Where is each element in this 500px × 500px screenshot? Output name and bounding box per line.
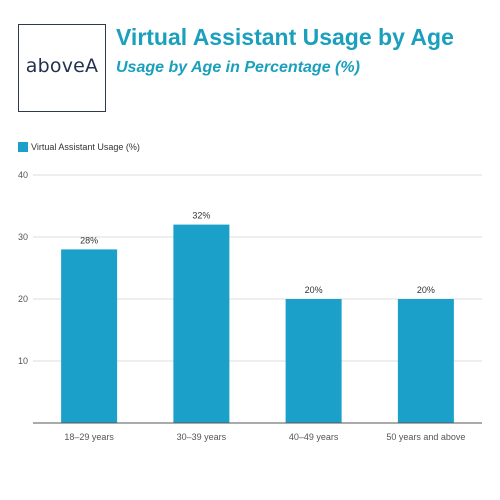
bar <box>397 299 454 423</box>
legend-label: Virtual Assistant Usage (%) <box>31 142 140 152</box>
y-tick-label: 20 <box>18 294 28 304</box>
bar-data-label: 20% <box>305 285 323 295</box>
bar <box>173 224 230 423</box>
logo-text: aboveA <box>25 55 99 77</box>
bar <box>285 299 342 423</box>
x-tick-label: 40–49 years <box>289 432 339 442</box>
chart-legend: Virtual Assistant Usage (%) <box>18 142 140 152</box>
legend-swatch <box>18 142 28 152</box>
chart-subtitle: Usage by Age in Percentage (%) <box>116 59 360 76</box>
x-tick-label: 18–29 years <box>64 432 114 442</box>
x-tick-label: 50 years and above <box>386 432 465 442</box>
brand-logo: aboveA <box>18 24 106 112</box>
chart-title: Virtual Assistant Usage by Age <box>116 24 454 50</box>
bar <box>61 249 118 423</box>
bar-data-label: 32% <box>192 211 210 221</box>
y-tick-label: 40 <box>18 170 28 180</box>
bar-data-label: 20% <box>417 285 435 295</box>
y-tick-label: 10 <box>18 356 28 366</box>
x-tick-label: 30–39 years <box>177 432 227 442</box>
y-tick-label: 30 <box>18 232 28 242</box>
bar-data-label: 28% <box>80 235 98 245</box>
